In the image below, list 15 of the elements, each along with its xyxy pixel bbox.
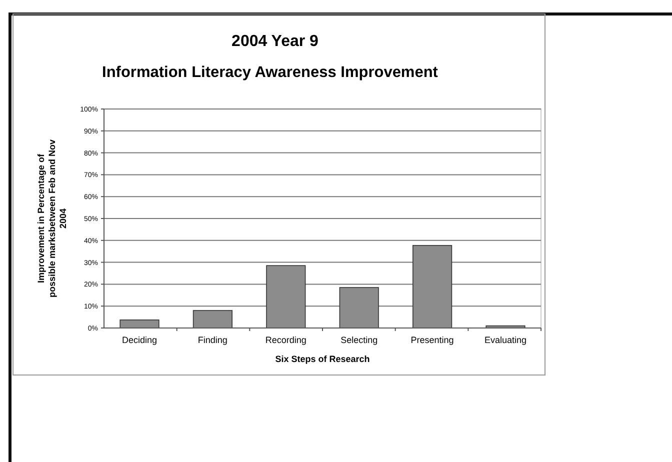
y-axis-title: Improvement in Percentage of possible marksbetween Feb and Nov 2004 bbox=[36, 139, 68, 298]
x-tick-label: Finding bbox=[198, 335, 228, 345]
bar bbox=[120, 319, 160, 328]
x-tick-label: Selecting bbox=[340, 335, 378, 345]
chart-title: 2004 Year 9 bbox=[232, 33, 319, 50]
chart-subtitle: Information Literacy Awareness Improvement bbox=[102, 64, 438, 81]
bar bbox=[339, 287, 379, 328]
x-tick-label: Deciding bbox=[122, 335, 158, 345]
bar bbox=[192, 310, 232, 328]
x-tick-label: Evaluating bbox=[484, 335, 527, 345]
bar bbox=[412, 245, 452, 328]
x-axis-title: Six Steps of Research bbox=[275, 354, 370, 364]
x-tick-label: Recording bbox=[265, 335, 306, 345]
bar bbox=[266, 265, 306, 328]
x-tick-label: Presenting bbox=[410, 335, 454, 345]
